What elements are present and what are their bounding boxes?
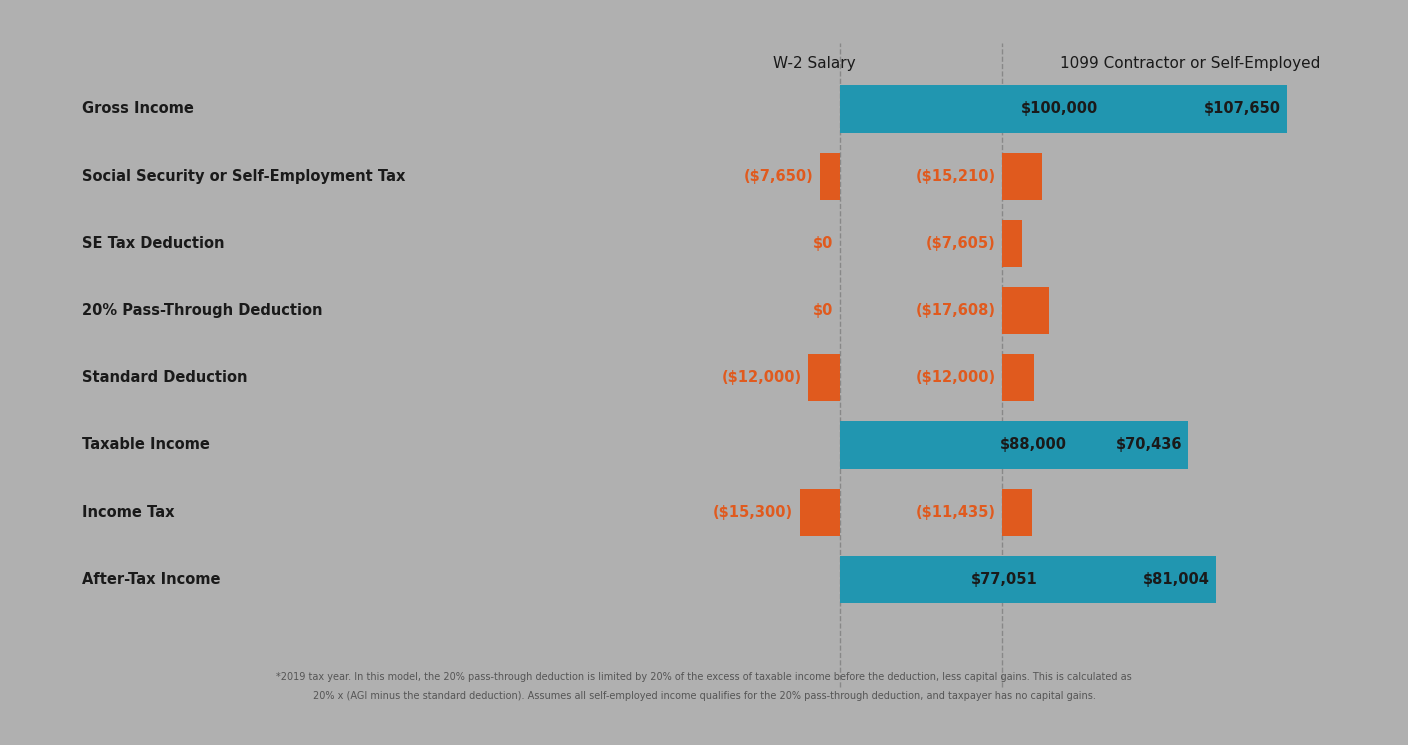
- Text: 20% x (AGI minus the standard deduction). Assumes all self-employed income quali: 20% x (AGI minus the standard deduction)…: [313, 691, 1095, 701]
- Bar: [841, 556, 1043, 603]
- Bar: [1002, 220, 1022, 267]
- Text: ($7,605): ($7,605): [925, 236, 995, 251]
- Text: Gross Income: Gross Income: [82, 101, 194, 116]
- Text: Income Tax: Income Tax: [82, 504, 175, 520]
- Text: *2019 tax year. In this model, the 20% pass-through deduction is limited by 20% : *2019 tax year. In this model, the 20% p…: [276, 672, 1132, 682]
- Bar: [800, 489, 841, 536]
- Text: $88,000: $88,000: [1000, 437, 1066, 452]
- Text: ($12,000): ($12,000): [722, 370, 801, 385]
- Text: ($7,650): ($7,650): [743, 168, 814, 184]
- Text: Standard Deduction: Standard Deduction: [82, 370, 248, 385]
- Text: Social Security or Self-Employment Tax: Social Security or Self-Employment Tax: [82, 168, 406, 184]
- Bar: [1002, 153, 1042, 200]
- Bar: [1002, 86, 1287, 133]
- Bar: [808, 354, 841, 402]
- Text: 1099 Contractor or Self-Employed: 1099 Contractor or Self-Employed: [1060, 57, 1319, 72]
- Text: $0: $0: [814, 303, 834, 318]
- Text: $100,000: $100,000: [1021, 101, 1098, 116]
- Text: W-2 Salary: W-2 Salary: [773, 57, 856, 72]
- Text: ($17,608): ($17,608): [915, 303, 995, 318]
- Bar: [841, 422, 1073, 469]
- Bar: [1002, 489, 1032, 536]
- Text: ($15,210): ($15,210): [915, 168, 995, 184]
- Text: $70,436: $70,436: [1115, 437, 1181, 452]
- Text: $77,051: $77,051: [970, 572, 1038, 587]
- Text: After-Tax Income: After-Tax Income: [82, 572, 221, 587]
- Text: Taxable Income: Taxable Income: [82, 437, 210, 452]
- Bar: [841, 86, 1105, 133]
- Text: ($11,435): ($11,435): [915, 504, 995, 520]
- Text: $81,004: $81,004: [1143, 572, 1209, 587]
- Text: 20% Pass-Through Deduction: 20% Pass-Through Deduction: [82, 303, 322, 318]
- Text: $107,650: $107,650: [1204, 101, 1280, 116]
- Text: ($15,300): ($15,300): [712, 504, 793, 520]
- Bar: [1002, 422, 1188, 469]
- Bar: [1002, 556, 1217, 603]
- Bar: [1002, 287, 1049, 334]
- Text: SE Tax Deduction: SE Tax Deduction: [82, 236, 225, 251]
- Bar: [1002, 354, 1033, 402]
- Bar: [819, 153, 841, 200]
- Text: $0: $0: [814, 236, 834, 251]
- Text: ($12,000): ($12,000): [915, 370, 995, 385]
